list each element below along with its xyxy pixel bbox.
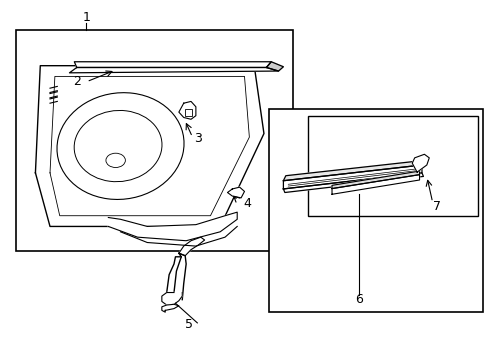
Polygon shape (283, 173, 423, 193)
Text: 5: 5 (184, 318, 192, 331)
Polygon shape (179, 237, 204, 256)
Polygon shape (283, 165, 421, 189)
Text: 1: 1 (82, 11, 90, 24)
Polygon shape (227, 187, 244, 198)
Polygon shape (162, 293, 182, 305)
Bar (307, 116, 477, 216)
Text: 7: 7 (432, 200, 440, 213)
Ellipse shape (106, 153, 125, 167)
Polygon shape (69, 67, 278, 73)
Polygon shape (411, 154, 428, 172)
Polygon shape (179, 102, 196, 119)
Ellipse shape (57, 93, 183, 199)
Polygon shape (331, 171, 419, 189)
Text: 4: 4 (243, 197, 250, 210)
Polygon shape (108, 212, 237, 241)
Bar (16, 30, 292, 251)
Polygon shape (283, 160, 424, 181)
Polygon shape (35, 66, 264, 226)
Polygon shape (162, 304, 179, 312)
Text: 6: 6 (354, 293, 362, 306)
Ellipse shape (74, 111, 162, 182)
Bar (268, 109, 482, 312)
Text: 3: 3 (194, 132, 202, 145)
Text: 2: 2 (73, 75, 81, 88)
Polygon shape (331, 175, 419, 194)
Polygon shape (266, 62, 283, 71)
Bar (184, 109, 192, 116)
Polygon shape (74, 62, 271, 67)
